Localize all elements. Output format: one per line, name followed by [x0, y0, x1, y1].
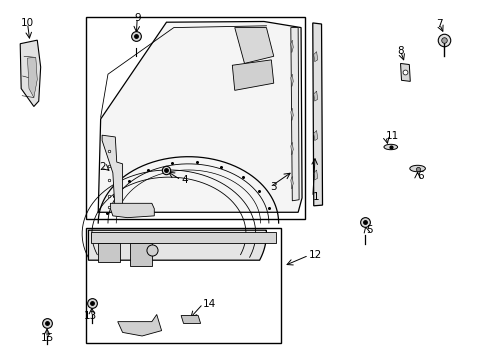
- Polygon shape: [312, 23, 322, 206]
- Polygon shape: [102, 135, 122, 214]
- Polygon shape: [110, 203, 154, 218]
- Text: 2: 2: [99, 162, 105, 172]
- Polygon shape: [88, 230, 266, 260]
- Text: 9: 9: [134, 13, 140, 23]
- Polygon shape: [313, 51, 317, 62]
- Polygon shape: [290, 108, 293, 121]
- Polygon shape: [313, 91, 317, 101]
- Polygon shape: [290, 40, 293, 53]
- Text: 12: 12: [308, 250, 322, 260]
- Polygon shape: [91, 232, 276, 243]
- Ellipse shape: [409, 165, 425, 172]
- Text: 15: 15: [41, 333, 54, 343]
- Polygon shape: [313, 170, 317, 180]
- Polygon shape: [290, 176, 293, 189]
- Polygon shape: [313, 131, 317, 140]
- Polygon shape: [118, 315, 161, 336]
- Text: 1: 1: [312, 192, 319, 202]
- Polygon shape: [290, 74, 293, 87]
- Bar: [86, 17, 305, 220]
- Text: 13: 13: [84, 311, 97, 321]
- Text: 14: 14: [203, 299, 216, 309]
- Polygon shape: [98, 22, 302, 212]
- Ellipse shape: [383, 144, 397, 150]
- Polygon shape: [234, 28, 273, 63]
- Text: 5: 5: [366, 225, 372, 235]
- Text: 4: 4: [181, 175, 187, 185]
- Polygon shape: [181, 316, 200, 323]
- Polygon shape: [27, 57, 37, 98]
- Polygon shape: [400, 63, 409, 81]
- Polygon shape: [98, 243, 120, 262]
- Text: 6: 6: [417, 171, 424, 181]
- Text: 3: 3: [269, 182, 276, 192]
- Bar: [86, 228, 281, 343]
- Polygon shape: [290, 142, 293, 155]
- Text: 7: 7: [435, 19, 442, 29]
- Text: 10: 10: [21, 18, 34, 28]
- Text: 8: 8: [396, 46, 403, 56]
- Polygon shape: [130, 243, 152, 266]
- Polygon shape: [232, 60, 273, 90]
- Text: 11: 11: [385, 131, 398, 141]
- Polygon shape: [290, 28, 299, 201]
- Polygon shape: [20, 40, 41, 107]
